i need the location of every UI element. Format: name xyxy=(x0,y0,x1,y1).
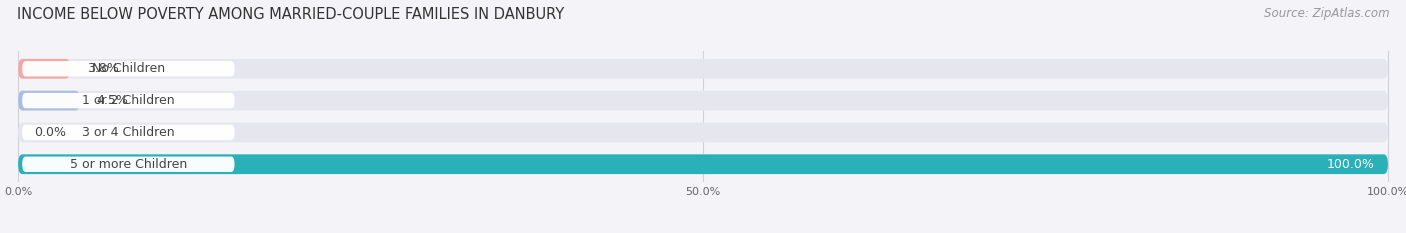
FancyBboxPatch shape xyxy=(22,93,235,108)
Text: 100.0%: 100.0% xyxy=(1326,158,1374,171)
Text: INCOME BELOW POVERTY AMONG MARRIED-COUPLE FAMILIES IN DANBURY: INCOME BELOW POVERTY AMONG MARRIED-COUPL… xyxy=(17,7,564,22)
Text: 3.8%: 3.8% xyxy=(87,62,118,75)
Text: Source: ZipAtlas.com: Source: ZipAtlas.com xyxy=(1264,7,1389,20)
FancyBboxPatch shape xyxy=(22,157,235,172)
FancyBboxPatch shape xyxy=(18,123,1388,142)
Text: No Children: No Children xyxy=(91,62,165,75)
Text: 0.0%: 0.0% xyxy=(35,126,66,139)
FancyBboxPatch shape xyxy=(22,61,235,76)
FancyBboxPatch shape xyxy=(18,91,1388,110)
FancyBboxPatch shape xyxy=(22,125,235,140)
FancyBboxPatch shape xyxy=(18,59,1388,79)
FancyBboxPatch shape xyxy=(18,59,70,79)
FancyBboxPatch shape xyxy=(18,91,80,110)
Text: 1 or 2 Children: 1 or 2 Children xyxy=(82,94,174,107)
FancyBboxPatch shape xyxy=(18,154,1388,174)
Text: 4.5%: 4.5% xyxy=(96,94,128,107)
Text: 5 or more Children: 5 or more Children xyxy=(70,158,187,171)
FancyBboxPatch shape xyxy=(18,154,1388,174)
Text: 3 or 4 Children: 3 or 4 Children xyxy=(82,126,174,139)
